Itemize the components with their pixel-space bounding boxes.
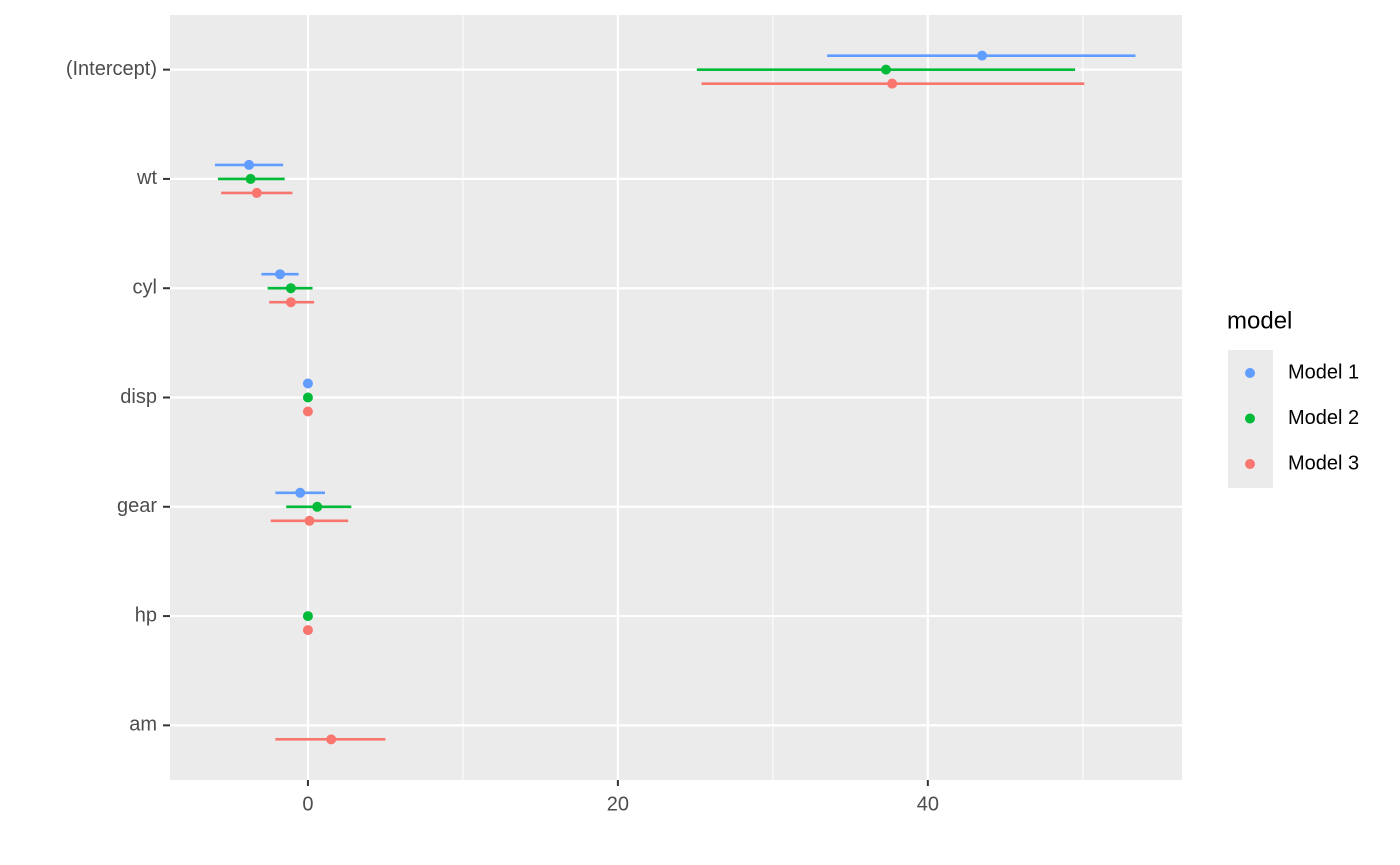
point — [977, 50, 988, 61]
y-tick-label: (Intercept) — [66, 58, 157, 80]
point — [887, 78, 898, 89]
legend-label: Model 1 — [1288, 361, 1359, 383]
point — [312, 501, 323, 512]
x-tick-label: 20 — [607, 793, 629, 815]
point — [302, 406, 313, 417]
point — [302, 392, 313, 403]
point — [275, 269, 286, 280]
point — [302, 625, 313, 636]
y-tick-label: wt — [136, 167, 157, 189]
y-tick-label: disp — [120, 386, 157, 408]
point — [251, 187, 262, 198]
legend-label: Model 2 — [1288, 407, 1359, 429]
point — [880, 64, 891, 75]
point — [302, 611, 313, 622]
y-tick-label: am — [129, 714, 157, 736]
x-tick-label: 40 — [917, 793, 939, 815]
point — [285, 283, 296, 294]
legend-label: Model 3 — [1288, 452, 1359, 474]
point — [244, 159, 255, 170]
x-tick-label: 0 — [302, 793, 313, 815]
legend-key — [1245, 413, 1255, 424]
y-tick-label: cyl — [133, 276, 157, 298]
point — [326, 734, 337, 745]
point — [302, 378, 313, 389]
y-tick-label: hp — [135, 604, 157, 626]
legend-key — [1245, 368, 1255, 378]
y-tick-label: gear — [117, 495, 157, 517]
legend-title: model — [1227, 307, 1292, 334]
point — [245, 173, 256, 184]
legend-key — [1245, 459, 1255, 469]
point — [295, 487, 306, 498]
point — [285, 297, 296, 308]
point — [304, 515, 315, 526]
